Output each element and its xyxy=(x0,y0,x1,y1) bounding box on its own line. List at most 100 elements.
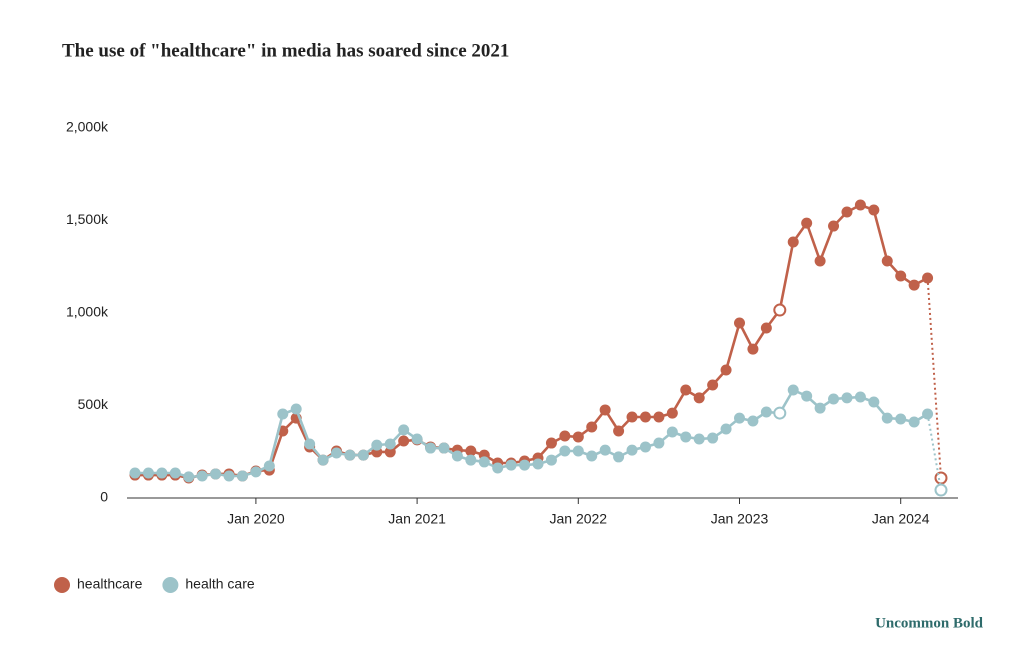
data-point xyxy=(304,438,316,450)
data-point xyxy=(854,199,866,211)
data-point xyxy=(411,433,423,445)
data-point xyxy=(747,343,759,355)
chart-title: The use of "healthcare" in media has soa… xyxy=(62,40,509,61)
data-point xyxy=(384,446,396,458)
data-point xyxy=(263,460,275,472)
data-point xyxy=(545,437,557,449)
data-point xyxy=(277,408,289,420)
data-point xyxy=(290,403,302,415)
data-point xyxy=(666,426,678,438)
data-point xyxy=(223,470,235,482)
data-point xyxy=(693,392,705,404)
data-point xyxy=(814,402,826,414)
data-point xyxy=(156,467,168,479)
data-point xyxy=(613,425,625,437)
data-point xyxy=(129,467,141,479)
data-point xyxy=(398,435,410,447)
y-tick-label: 0 xyxy=(100,489,108,505)
data-point xyxy=(760,322,772,334)
series-line xyxy=(135,388,929,479)
data-point xyxy=(626,411,638,423)
data-point xyxy=(720,364,732,376)
data-point xyxy=(895,270,907,282)
data-point xyxy=(881,412,893,424)
data-point xyxy=(868,204,880,216)
data-point xyxy=(773,303,787,317)
data-point xyxy=(666,407,678,419)
data-point xyxy=(545,454,557,466)
data-point xyxy=(934,471,948,485)
legend-marker xyxy=(54,577,70,593)
data-point xyxy=(922,272,934,284)
data-point xyxy=(734,412,745,424)
data-point xyxy=(707,379,719,391)
data-point xyxy=(344,449,356,461)
data-point xyxy=(626,444,638,456)
data-point xyxy=(801,217,813,229)
x-tick-label: Jan 2022 xyxy=(549,511,607,527)
data-point xyxy=(505,459,517,471)
data-point xyxy=(317,454,329,466)
series-line xyxy=(135,203,929,480)
data-point xyxy=(398,424,410,436)
data-point xyxy=(814,255,826,267)
legend-marker xyxy=(162,577,179,593)
legend-label: health care xyxy=(185,576,254,592)
series-line-partial xyxy=(926,277,942,479)
data-point xyxy=(747,415,759,427)
data-point xyxy=(586,450,598,462)
data-point xyxy=(331,447,342,459)
data-point xyxy=(922,408,934,420)
data-point xyxy=(881,255,893,267)
data-point xyxy=(492,462,504,474)
data-point xyxy=(787,384,799,396)
data-point xyxy=(384,438,396,450)
data-point xyxy=(250,466,262,478)
data-point xyxy=(934,483,948,497)
data-point xyxy=(760,406,772,418)
data-point xyxy=(773,406,787,420)
data-point xyxy=(357,449,369,461)
data-point xyxy=(371,439,383,451)
data-point xyxy=(613,451,625,463)
series-line-partial xyxy=(926,413,942,491)
data-point xyxy=(465,454,477,466)
data-point xyxy=(599,404,611,416)
data-point xyxy=(639,411,651,423)
x-tick-label: Jan 2024 xyxy=(872,511,930,527)
data-point xyxy=(680,431,692,443)
data-point xyxy=(559,430,571,442)
data-point xyxy=(854,391,866,403)
brand: Uncommon Bold xyxy=(875,615,984,631)
data-point xyxy=(734,317,745,329)
data-point xyxy=(169,467,181,479)
data-point xyxy=(787,236,799,248)
data-point xyxy=(532,458,544,470)
data-point xyxy=(801,390,813,402)
y-tick-label: 1,000k xyxy=(66,304,109,320)
x-tick-label: Jan 2023 xyxy=(711,511,769,527)
data-point xyxy=(653,411,665,423)
y-tick-label: 500k xyxy=(78,396,109,412)
data-point xyxy=(828,393,840,405)
data-point xyxy=(908,416,920,428)
legend-label: healthcare xyxy=(77,576,143,592)
data-point xyxy=(720,423,732,435)
data-point xyxy=(572,445,584,457)
data-point xyxy=(210,468,222,480)
data-point xyxy=(438,442,450,454)
data-point xyxy=(559,445,571,457)
data-point xyxy=(425,442,437,454)
data-point xyxy=(693,433,705,445)
y-tick-label: 1,500k xyxy=(66,211,109,227)
x-tick-label: Jan 2020 xyxy=(227,511,285,527)
y-tick-label: 2,000k xyxy=(66,119,109,135)
data-point xyxy=(572,431,584,443)
data-point xyxy=(680,384,692,396)
data-point xyxy=(908,279,920,291)
data-point xyxy=(895,413,907,425)
data-point xyxy=(196,470,208,482)
data-point xyxy=(236,470,248,482)
data-point xyxy=(639,441,651,453)
data-point xyxy=(841,206,853,218)
